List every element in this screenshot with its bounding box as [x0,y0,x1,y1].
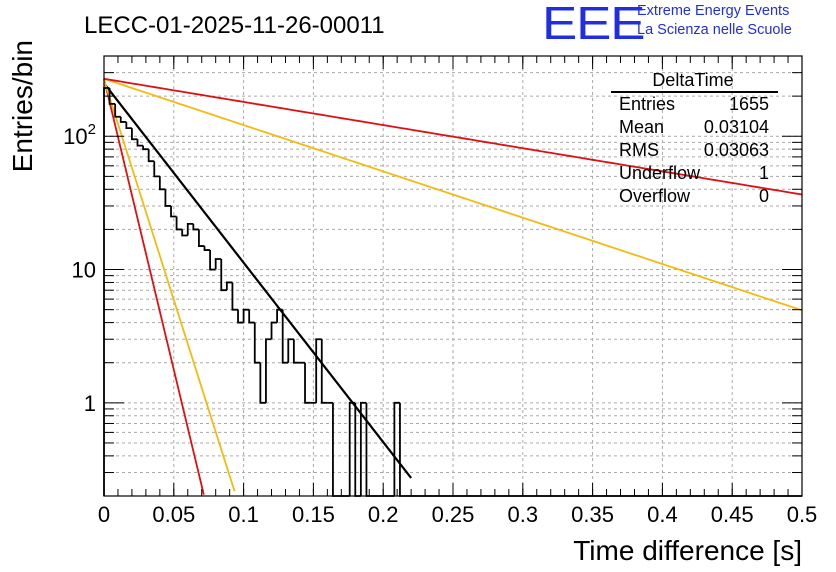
histogram-bin [214,258,222,270]
x-tick-label: 0.4 [647,502,678,527]
histogram-bin [175,216,183,231]
histogram-bin [332,402,339,497]
histogram-bin [131,128,138,141]
stats-label-overflow: Overflow [619,186,691,206]
stats-label-rms: RMS [619,140,659,160]
histogram-bin [365,402,373,497]
x-tick-label: 0.45 [711,502,754,527]
curve-red-shallow [103,77,803,196]
eee-logo-mark: EEE [542,0,646,49]
histogram-bin [108,88,116,105]
logo-line-2: La Scienza nelle Scuole [637,22,792,38]
histogram-bin [119,116,127,123]
grid [104,55,802,497]
stats-value-entries: 1655 [729,94,769,114]
histogram-bin [198,229,205,247]
x-tick-label: 0.15 [292,502,335,527]
stats-box: DeltaTime Entries 1655 Mean 0.03104 RMS … [611,70,778,206]
histogram-bin [225,281,233,291]
x-tick-label: 0.05 [152,502,195,527]
histogram-bin [136,139,144,147]
histogram-bin [237,309,244,324]
histogram-bin [192,223,199,231]
axes: 0 0.05 0.1 0.15 0.2 0.25 0.3 0.35 0.4 0.45 0.51101… [63,55,818,527]
stats-value-mean: 0.03104 [704,117,769,137]
histogram-bin [281,309,289,364]
chart-title: LECC-01-2025-11-26-00011 [84,12,385,39]
curves [103,77,803,495]
stats-label-entries: Entries [619,94,675,114]
y-axis-label: Entries/bin [7,40,38,172]
plot-frame [103,55,803,497]
histogram-bin [203,246,211,251]
stats-title: DeltaTime [652,70,733,90]
x-tick-label: 0.25 [432,502,475,527]
histogram-bin [292,339,300,364]
stats-label-mean: Mean [619,117,664,137]
histogram-bin [231,282,239,311]
histogram-bin [359,401,367,496]
curve-yellow-shallow [103,77,803,312]
histogram-bin [287,338,294,363]
histogram-bin [315,338,322,403]
histogram-bin [253,322,261,364]
x-tick-label: 0.1 [228,502,259,527]
eee-logo-text: Extreme Energy Events La Scienza nelle S… [637,2,792,40]
x-tick-label: 0.2 [368,502,399,527]
stats-value-underflow: 1 [759,163,769,183]
histogram-bin [125,121,132,130]
histogram-bin [393,401,400,496]
x-tick-label: 0 [98,502,110,527]
x-tick-label: 0.35 [571,502,614,527]
histogram-bin [114,103,121,118]
histogram-bin [399,402,406,497]
x-axis-label: Time difference [s] [573,535,802,566]
histogram-bin [265,338,272,403]
histogram-bin [276,308,283,323]
histogram-bin [259,362,266,404]
histogram-bin [181,229,188,237]
histogram-bin [158,176,166,191]
histogram-bin [164,189,172,207]
histogram-bin [209,250,216,271]
histogram-bin [304,362,311,404]
x-tick-label: 0.3 [508,502,539,527]
histogram-bin [153,161,160,178]
eee-logo: EEE Extreme Energy Events La Scienza nel… [542,0,792,49]
histogram-bin [320,339,328,404]
histogram-bin [270,321,278,340]
histogram-bin [248,309,255,324]
logo-line-1: Extreme Energy Events [637,3,790,19]
histogram-bin [170,205,177,218]
histogram-bin [348,401,356,496]
histogram-bin [186,223,194,236]
stats-value-overflow: 0 [759,186,769,206]
curve-red-steep [103,78,205,495]
histogram-bin [220,258,227,292]
curve-fit [103,82,412,479]
histogram-bin [147,149,155,163]
x-tick-label: 0.5 [787,502,818,527]
stats-label-underflow: Underflow [619,163,701,183]
y-tick-label: 10 [72,258,96,283]
histogram-bin [242,308,250,323]
stats-value-rms: 0.03063 [704,140,769,160]
y-tick-label: 102 [63,121,96,149]
histogram-bin [142,145,149,151]
curve-yellow-steep [103,79,236,492]
y-tick-label: 1 [84,391,96,416]
